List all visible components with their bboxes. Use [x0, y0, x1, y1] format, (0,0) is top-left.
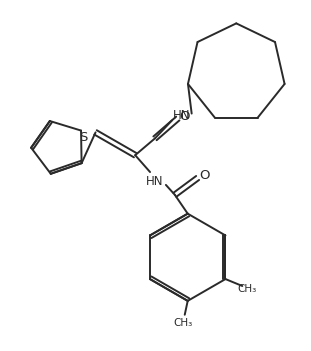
Text: HN: HN: [173, 109, 191, 122]
Text: HN: HN: [146, 176, 164, 188]
Text: O: O: [179, 110, 190, 123]
Text: O: O: [199, 170, 210, 183]
Text: S: S: [79, 131, 87, 144]
Text: CH₃: CH₃: [173, 318, 193, 328]
Text: CH₃: CH₃: [238, 284, 257, 294]
